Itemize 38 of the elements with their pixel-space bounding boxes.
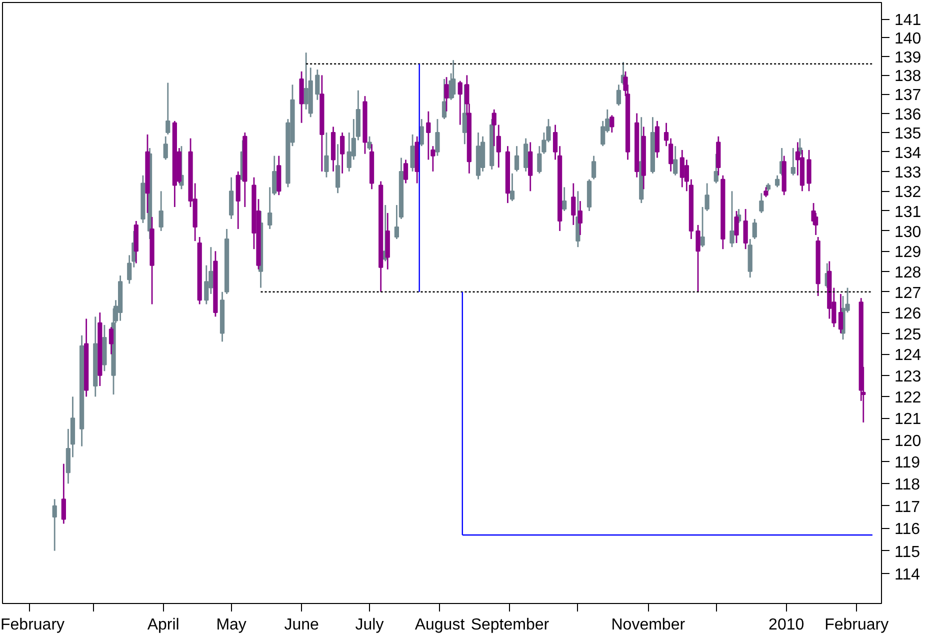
y-tick-label: 138 xyxy=(894,68,922,86)
x-tick-label: July xyxy=(355,616,384,634)
y-tick-label: 140 xyxy=(894,30,922,48)
y-tick-label: 126 xyxy=(894,306,922,323)
x-tick-label: 2010 xyxy=(768,616,804,634)
y-tick-label: 135 xyxy=(894,126,922,143)
y-tick-label: 128 xyxy=(894,264,922,282)
x-tick-label: February xyxy=(0,616,65,634)
y-tick-label: 134 xyxy=(894,144,922,162)
y-tick-label: 114 xyxy=(894,566,920,584)
y-tick-label: 139 xyxy=(894,49,922,66)
y-tick-label: 120 xyxy=(894,432,922,450)
x-tick-label: August xyxy=(414,616,466,634)
y-tick-label: 132 xyxy=(894,184,922,202)
y-tick-label: 130 xyxy=(894,224,922,241)
y-tick-label: 129 xyxy=(894,244,922,262)
x-tick-label: February xyxy=(824,616,889,634)
y-tick-label: 127 xyxy=(894,284,922,302)
y-tick-label: 124 xyxy=(894,347,922,364)
y-tick-label: 119 xyxy=(894,454,920,472)
y-tick-label: 131 xyxy=(894,204,922,221)
y-tick-label: 117 xyxy=(894,498,920,516)
y-tick-label: 123 xyxy=(894,368,922,386)
x-tick-label: September xyxy=(470,616,550,634)
y-tick-label: 121 xyxy=(894,411,922,428)
y-tick-label: 122 xyxy=(894,390,922,407)
y-tick-label: 115 xyxy=(894,544,920,561)
y-tick-label: 118 xyxy=(894,476,920,494)
y-tick-label: 136 xyxy=(894,106,922,124)
x-tick-label: May xyxy=(216,616,246,634)
y-tick-label: 141 xyxy=(894,12,922,30)
y-tick-label: 137 xyxy=(894,87,922,104)
y-tick-label: 133 xyxy=(894,164,922,182)
x-tick-label: April xyxy=(147,616,180,634)
y-tick-label: 125 xyxy=(894,326,922,344)
y-tick-label: 116 xyxy=(894,521,920,538)
x-tick-label: June xyxy=(284,616,319,634)
x-tick-label: November xyxy=(611,616,686,634)
